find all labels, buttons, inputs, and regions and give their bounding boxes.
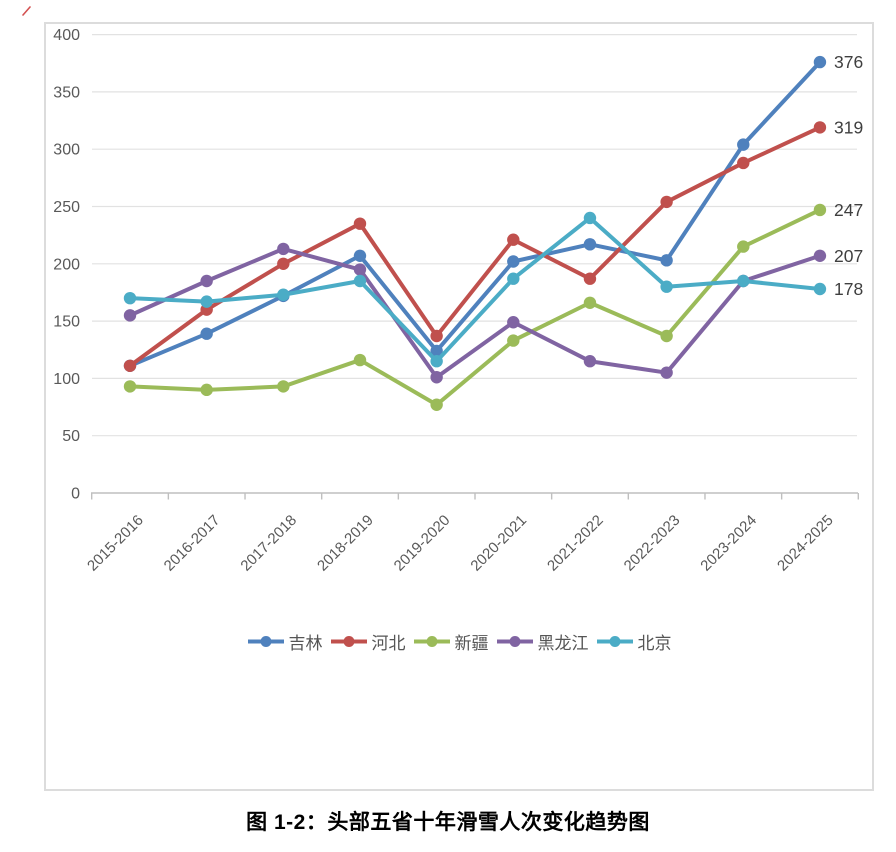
data-point-新疆 [507, 334, 520, 347]
data-point-新疆 [277, 380, 290, 393]
data-point-河北 [583, 272, 597, 285]
legend-label: 北京 [637, 633, 672, 653]
data-point-新疆 [430, 398, 443, 411]
x-tick-label: 2020-2021 [467, 512, 530, 575]
data-point-河北 [737, 156, 750, 170]
data-point-北京 [353, 274, 367, 288]
legend-item-吉林: 吉林 [247, 629, 323, 654]
x-tick-label: 2018-2019 [314, 512, 377, 575]
data-point-吉林 [507, 255, 520, 268]
legend-marker-icon [413, 635, 450, 647]
data-point-河北 [660, 195, 673, 209]
data-point-黑龙江 [660, 366, 673, 379]
data-point-北京 [200, 295, 213, 308]
legend-item-黑龙江: 黑龙江 [496, 629, 589, 654]
data-label-吉林: 376 [834, 52, 863, 72]
data-point-河北 [277, 257, 290, 270]
y-tick-label: 50 [62, 428, 80, 445]
data-point-黑龙江 [583, 355, 597, 368]
legend-marker-icon [247, 635, 284, 647]
data-point-吉林 [660, 254, 673, 267]
data-point-黑龙江 [813, 249, 827, 262]
x-tick-label: 2016-2017 [161, 512, 224, 575]
legend-marker-icon [496, 635, 533, 647]
red-pen-mark [22, 6, 31, 16]
data-point-河北 [353, 217, 367, 230]
data-point-黑龙江 [353, 263, 367, 276]
data-label-黑龙江: 207 [834, 246, 863, 266]
data-point-黑龙江 [200, 274, 213, 288]
data-point-黑龙江 [123, 309, 137, 322]
data-point-新疆 [813, 203, 827, 217]
series-line-吉林 [128, 60, 822, 368]
y-tick-label: 400 [53, 27, 80, 44]
data-label-新疆: 247 [834, 200, 863, 220]
data-point-新疆 [660, 329, 673, 343]
legend-item-新疆: 新疆 [413, 629, 489, 654]
data-point-新疆 [583, 296, 597, 309]
chart-frame: 0 50 100 150 200 250 300 350 400 2015-2016 2016-20… [44, 22, 874, 791]
y-tick-label: 150 [53, 314, 80, 331]
data-point-吉林 [583, 238, 597, 251]
data-point-吉林 [200, 327, 213, 340]
data-point-吉林 [813, 55, 827, 69]
series-line-新疆 [128, 207, 822, 407]
x-tick-label: 2022-2023 [621, 512, 684, 575]
data-point-新疆 [200, 383, 213, 397]
legend-marker-icon [330, 635, 367, 647]
legend-marker-icon [596, 635, 633, 647]
data-point-河北 [507, 233, 520, 246]
legend-label: 吉林 [288, 633, 323, 653]
legend-label: 河北 [371, 633, 406, 653]
data-point-河北 [430, 329, 443, 343]
legend-label: 黑龙江 [537, 633, 589, 653]
y-tick-label: 200 [53, 256, 80, 273]
x-tick-label: 2021-2022 [544, 512, 607, 575]
data-label-北京: 178 [834, 279, 863, 299]
figure-caption: 图 1-2：头部五省十年滑雪人次变化趋势图 [246, 811, 650, 834]
chart-legend: 吉林 河北 新疆 黑龙江 北京 [46, 626, 872, 656]
data-point-黑龙江 [277, 242, 290, 256]
data-point-黑龙江 [507, 316, 520, 329]
data-label-河北: 319 [834, 117, 863, 137]
data-point-北京 [737, 274, 750, 288]
ski-visits-trend-line-chart: 0 50 100 150 200 250 300 350 400 2015-2016 2016-20… [53, 27, 863, 575]
data-point-北京 [277, 288, 290, 301]
data-point-新疆 [123, 380, 137, 393]
data-point-河北 [123, 359, 137, 372]
data-point-北京 [123, 291, 137, 305]
data-point-河北 [813, 121, 827, 134]
x-tick-label: 2015-2016 [84, 512, 147, 575]
y-tick-label: 350 [53, 84, 80, 101]
legend-item-河北: 河北 [330, 629, 406, 654]
data-point-吉林 [737, 138, 750, 151]
data-point-北京 [813, 282, 827, 296]
x-tick-label: 2023-2024 [697, 512, 760, 575]
x-tick-label: 2024-2025 [774, 512, 837, 575]
data-point-北京 [660, 280, 673, 293]
y-tick-label: 100 [53, 371, 80, 388]
y-tick-label: 300 [53, 142, 80, 159]
y-tick-label: 250 [53, 199, 80, 216]
x-tick-label: 2017-2018 [237, 512, 300, 575]
data-point-北京 [430, 355, 443, 368]
data-point-新疆 [353, 353, 367, 367]
series-line-北京 [128, 215, 822, 364]
data-point-吉林 [353, 249, 367, 262]
y-tick-label: 0 [71, 486, 80, 503]
legend-item-北京: 北京 [596, 629, 672, 654]
data-point-新疆 [737, 240, 750, 253]
data-point-吉林 [430, 344, 443, 358]
series-line-河北 [128, 125, 822, 368]
data-point-北京 [507, 272, 520, 285]
data-point-北京 [583, 211, 597, 225]
legend-label: 新疆 [454, 633, 489, 653]
x-tick-label: 2019-2020 [391, 512, 454, 575]
data-point-黑龙江 [430, 371, 443, 384]
series-line-黑龙江 [128, 246, 822, 380]
